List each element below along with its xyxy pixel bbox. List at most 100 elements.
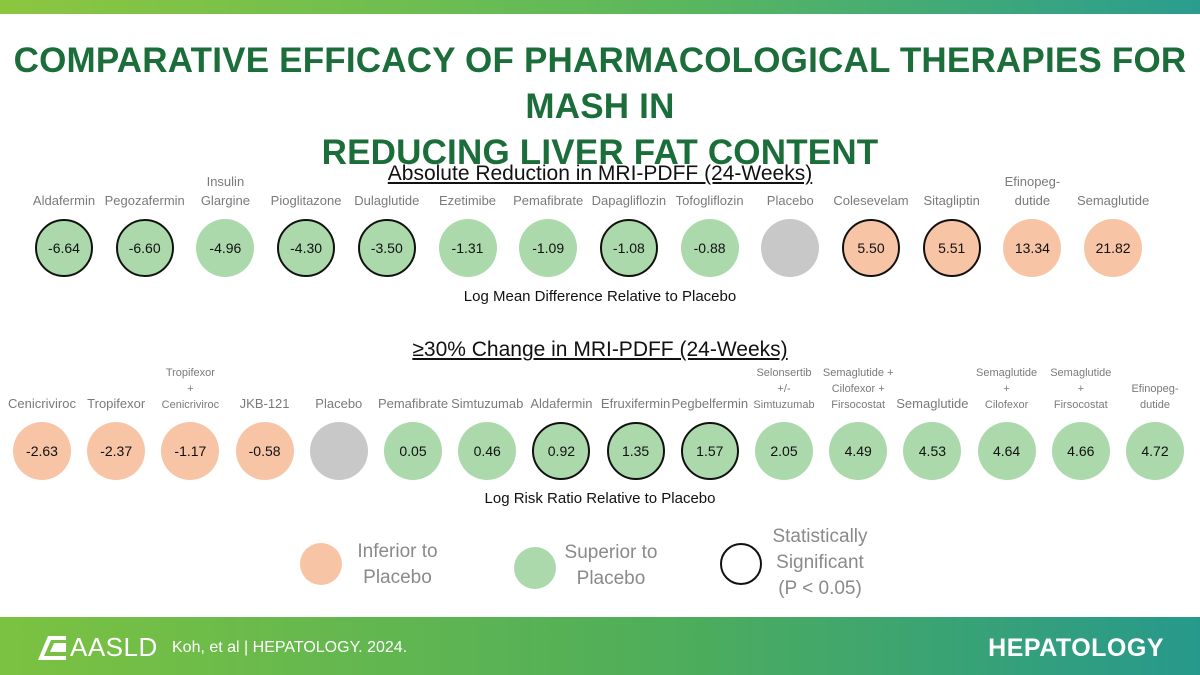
chart1-item-name: Efinopeg- dutide (1004, 174, 1061, 208)
legend-superior-label: Superior to Placebo (564, 542, 658, 589)
legend-inferior-label: Inferior to Placebo (357, 541, 438, 588)
citation-text: Koh, et al | HEPATOLOGY. 2024. (172, 639, 408, 656)
chart2-value-label: 4.66 (1067, 443, 1095, 459)
chart2-item-name: JKB-121 (239, 396, 290, 411)
chart2-value-bubble: 4.49 (829, 422, 888, 480)
chart1-value-bubble: -1.31 (438, 219, 497, 277)
chart1-item-name: Pegozafermin (104, 193, 185, 208)
chart2-value-bubble: 0.46 (458, 422, 517, 480)
chart1-value-label: -6.64 (48, 240, 80, 256)
chart2-item-name: Tropifexor (87, 396, 146, 411)
chart1-item-name: Sitagliptin (923, 193, 980, 208)
chart2-item-name: Pemafibrate (377, 396, 449, 411)
chart2-value-label: 1.57 (696, 443, 724, 459)
chart2-value-bubble: -2.63 (13, 422, 71, 480)
chart1-value-bubble: -3.50 (357, 219, 416, 277)
chart2-value-label: -2.37 (100, 443, 133, 459)
chart1-placebo-bubble (761, 219, 820, 277)
chart2-item-name: Efruxifermin (600, 396, 671, 411)
chart1-value-bubble: -4.30 (277, 219, 336, 277)
chart1-value-bubble: 21.82 (1084, 219, 1143, 277)
chart1-value-bubble: 5.51 (922, 219, 981, 277)
chart2-axis-label: Log Risk Ratio Relative to Placebo (484, 490, 716, 507)
chart2-value-bubble: 4.53 (903, 422, 962, 480)
title-line-2: REDUCING LIVER FAT CONTENT (321, 133, 879, 172)
title-line-1: COMPARATIVE EFFICACY OF PHARMACOLOGICAL … (13, 41, 1187, 126)
chart1-item-name: Insulin Glargine (200, 174, 250, 208)
chart1-item-name: Tofogliflozin (675, 193, 744, 208)
chart1-item-name: Semaglutide (1076, 193, 1150, 208)
chart1-item-name: Ezetimibe (438, 193, 497, 208)
chart2-value-label: -2.63 (26, 443, 58, 459)
chart1-item-name: Dapagliflozin (591, 193, 667, 208)
chart1-item-name: Aldafermin (32, 193, 96, 208)
chart1-value-label: 5.50 (857, 240, 885, 256)
chart1-value-bubble: -4.96 (196, 219, 255, 277)
chart1-value-label: -6.60 (128, 240, 161, 256)
chart2-value-bubble: 4.72 (1126, 422, 1184, 480)
chart2-item-name: Tropifexor + Cenicriviroc (161, 367, 220, 411)
chart2-item-name: Placebo (315, 396, 363, 411)
legend-inferior-swatch (300, 543, 342, 585)
chart2-value-bubble: 0.92 (532, 422, 591, 480)
chart1-item-name: Pioglitazone (270, 193, 342, 208)
chart2-value-label: 4.72 (1141, 443, 1169, 459)
chart1-value-bubble: -6.60 (115, 219, 174, 277)
chart2-value-bubble: -1.17 (161, 422, 220, 480)
chart2-value-label: -0.58 (248, 443, 281, 459)
chart1-item-name: Dulaglutide (354, 193, 420, 208)
chart2-value-bubble: 4.66 (1051, 422, 1110, 480)
chart2-item-name: Pegbelfermin (671, 396, 749, 411)
chart2-value-bubble: 1.35 (606, 422, 665, 480)
chart1-value-label: -4.30 (290, 240, 323, 256)
chart1-value-label: 21.82 (1095, 240, 1131, 256)
chart2-value-bubble: 0.05 (384, 422, 442, 480)
chart1-value-bubble: -1.09 (519, 219, 578, 277)
aasld-logo-text: AASLD (70, 632, 158, 662)
chart2-value-bubble: 1.57 (680, 422, 739, 480)
chart1-value-label: 5.51 (938, 240, 966, 256)
top-accent-bar (0, 0, 1200, 14)
chart1-value-bubble: 5.50 (842, 219, 900, 277)
chart2-value-label: 4.53 (918, 443, 947, 459)
chart2-item-name: Cenicriviroc (8, 396, 76, 411)
chart1-item-name: Pemafibrate (513, 193, 584, 208)
chart2-item-name: Simtuzumab (451, 396, 524, 411)
journal-name: HEPATOLOGY (988, 634, 1164, 662)
chart1-item-name: Colesevelam (833, 193, 909, 208)
chart2-item-name: Selonsertib +/- Simtuzumab (753, 367, 815, 411)
chart2-value-bubble: 2.05 (755, 422, 813, 480)
chart1-value-label: -1.31 (451, 240, 484, 256)
chart1-axis-label: Log Mean Difference Relative to Placebo (463, 288, 737, 305)
chart2-value-label: 1.35 (621, 443, 650, 459)
chart1-value-label: -1.09 (532, 240, 565, 256)
legend-significant-swatch (720, 543, 762, 585)
chart1-value-label: -3.50 (370, 240, 403, 256)
chart2-value-label: 0.92 (547, 443, 576, 459)
page-title: COMPARATIVE EFFICACY OF PHARMACOLOGICAL … (0, 38, 1200, 176)
chart1-value-label: -4.96 (209, 240, 242, 256)
chart2-item-name: Semaglutide + Firsocostat (1050, 367, 1112, 411)
chart1-title: Absolute Reduction in MRI-PDFF (24-Weeks… (387, 162, 813, 185)
legend-significant-label: Statistically Significant (P < 0.05) (772, 526, 868, 599)
chart2-item-name: Aldafermin (530, 396, 593, 411)
chart2-value-label: 4.64 (992, 443, 1021, 459)
chart2-title: ≥30% Change in MRI-PDFF (24-Weeks) (412, 338, 788, 361)
chart1-value-label: 13.34 (1014, 240, 1050, 256)
chart1-value-bubble: -6.64 (35, 219, 93, 277)
chart2-value-bubble: -2.37 (87, 422, 146, 480)
chart2-placebo-bubble (309, 422, 368, 480)
chart2-value-label: -1.17 (174, 443, 207, 459)
chart1-value-bubble: -1.08 (599, 219, 658, 277)
chart2-item-name: Semaglutide (896, 396, 969, 411)
chart2-value-bubble: 4.64 (977, 422, 1036, 480)
chart1-value-bubble: 13.34 (1003, 219, 1062, 277)
chart2-value-label: 2.05 (770, 443, 798, 459)
chart2-item-name: Semaglutide + Cilofexor (976, 367, 1038, 411)
chart2-value-label: 0.05 (399, 443, 427, 459)
chart2-item-name: Efinopeg- dutide (1131, 383, 1179, 411)
chart1-value-label: -1.08 (612, 240, 645, 256)
chart2-value-label: 0.46 (473, 443, 501, 459)
legend-superior-swatch (514, 547, 556, 589)
chart2-value-bubble: -0.58 (235, 422, 294, 480)
